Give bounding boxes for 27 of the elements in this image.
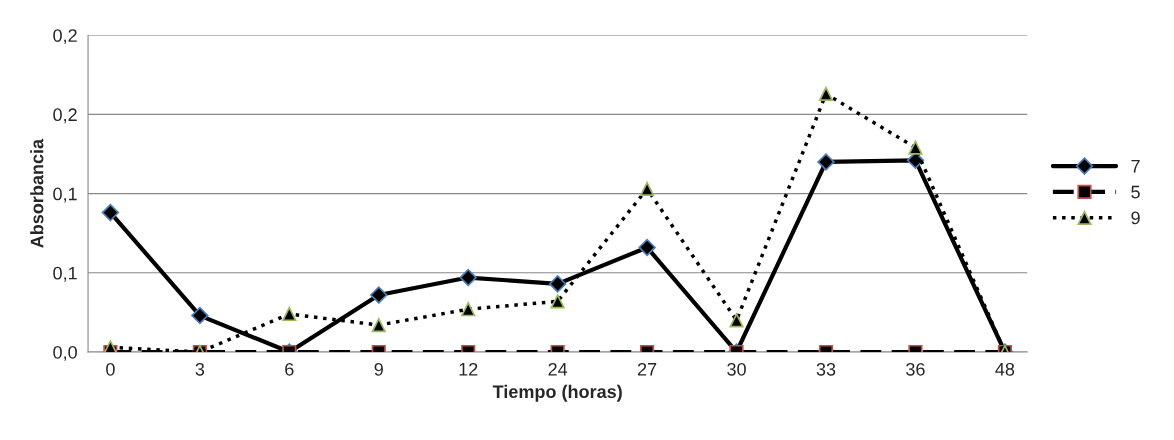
y-axis-title: Absorbancia [30, 138, 44, 248]
x-tick-label: 12 [459, 362, 478, 376]
x-tick-label: 33 [816, 362, 836, 376]
point [817, 153, 835, 171]
legend-label: 7 [1131, 159, 1140, 173]
x-tick-label: 30 [727, 362, 746, 376]
x-tick-label: 36 [906, 362, 925, 376]
y-tick-label: 0,1 [53, 266, 77, 282]
x-tick-label: 9 [374, 362, 383, 376]
point [638, 238, 656, 257]
point [640, 181, 655, 196]
x-tick-label: 48 [995, 362, 1015, 376]
x-tick-label: 0 [106, 362, 115, 376]
y-tick-label: 0,0 [53, 345, 77, 361]
point [908, 140, 923, 155]
point [818, 86, 834, 101]
x-tick-label: 27 [637, 362, 657, 376]
x-tick-label: 6 [285, 362, 294, 376]
y-tick-label: 0,2 [53, 29, 77, 45]
point [101, 203, 120, 222]
y-tick-label: 0,1 [53, 187, 77, 203]
legend-label: 9 [1131, 211, 1140, 225]
x-axis-title: Tiempo (horas) [492, 384, 622, 402]
legend-label: 5 [1131, 185, 1140, 199]
x-tick-label: 3 [195, 362, 205, 376]
y-tick-label: 0,2 [53, 108, 77, 124]
x-tick-label: 24 [548, 362, 568, 376]
